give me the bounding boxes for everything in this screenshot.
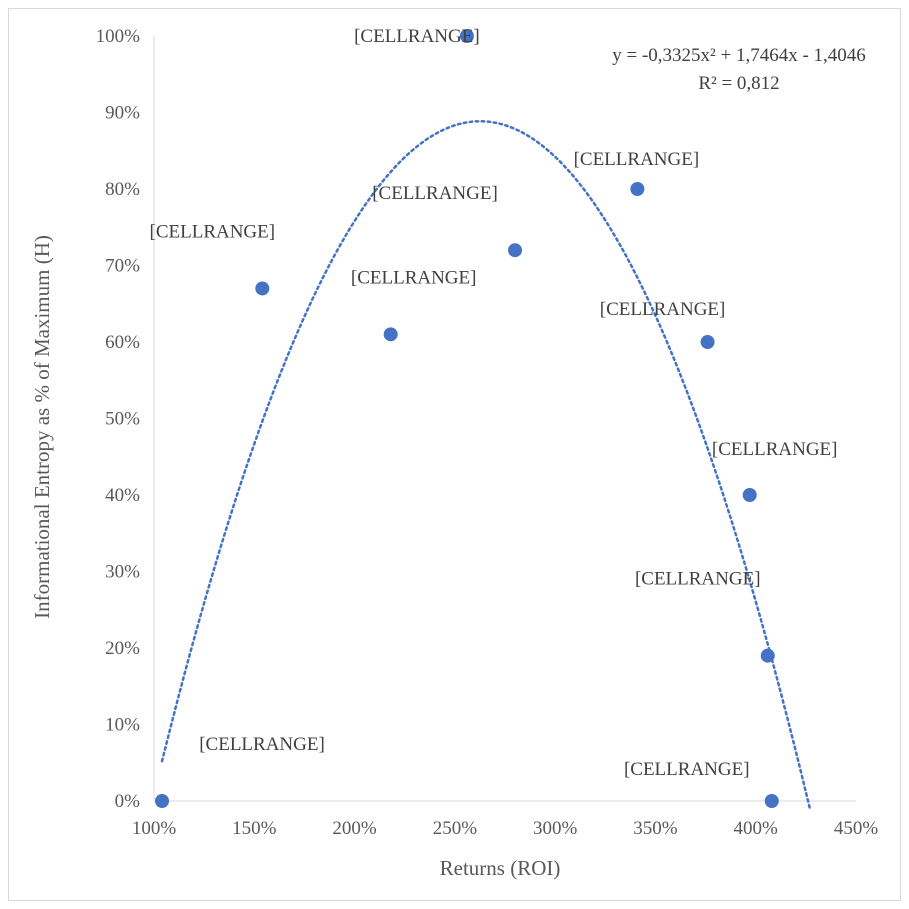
data-label: [CELLRANGE] [624, 759, 750, 780]
x-tick-label: 150% [232, 818, 277, 839]
data-point [255, 281, 270, 296]
y-tick-labels: 0% 10% 20% 30% 40% 50% 60% 70% 80% 90% 100% [96, 26, 141, 812]
y-tick-label: 80% [105, 179, 140, 200]
data-label: [CELLRANGE] [712, 439, 838, 460]
chart-area: 0% 10% 20% 30% 40% 50% 60% 70% 80% 90% 100% 100% 15… [8, 8, 901, 901]
trendline-r-squared: R² = 0,812 [698, 73, 779, 94]
x-tick-label: 450% [834, 818, 879, 839]
data-label: [CELLRANGE] [635, 569, 761, 590]
data-label: [CELLRANGE] [600, 299, 726, 320]
data-label: [CELLRANGE] [372, 183, 498, 204]
y-tick-label: 50% [105, 409, 140, 430]
data-label: [CELLRANGE] [351, 267, 477, 288]
x-tick-label: 400% [734, 818, 779, 839]
data-point [383, 327, 398, 342]
x-tick-label: 350% [633, 818, 678, 839]
data-labels: [CELLRANGE] [CELLRANGE] [CELLRANGE] [CELLRA… [150, 26, 838, 780]
x-tick-labels: 100% 150% 200% 250% 300% 350% 400% 450% [132, 818, 879, 839]
data-points [155, 29, 779, 808]
x-tick-label: 200% [332, 818, 377, 839]
y-axis-title: Informational Entropy as % of Maximum (H… [30, 235, 54, 619]
data-point [155, 794, 170, 808]
y-tick-label: 10% [105, 715, 140, 736]
data-point [630, 182, 645, 196]
data-point [760, 648, 775, 663]
x-tick-label: 250% [433, 818, 478, 839]
x-tick-label: 300% [533, 818, 578, 839]
x-axis-title: Returns (ROI) [440, 856, 561, 880]
y-tick-label: 70% [105, 256, 140, 277]
y-tick-label: 30% [105, 562, 140, 583]
y-tick-label: 0% [115, 791, 141, 812]
y-tick-label: 40% [105, 485, 140, 506]
data-point [459, 29, 474, 43]
trendline-path [160, 119, 812, 810]
trendline [160, 119, 812, 810]
data-point [764, 794, 779, 808]
y-tick-label: 90% [105, 103, 140, 124]
y-tick-label: 20% [105, 638, 140, 659]
data-label: [CELLRANGE] [150, 221, 276, 242]
y-tick-label: 60% [105, 332, 140, 353]
x-tick-label: 100% [132, 818, 177, 839]
data-point [508, 243, 523, 258]
trendline-equation: y = -0,3325x² + 1,7464x - 1,4046 [612, 45, 866, 66]
scatter-chart: 0% 10% 20% 30% 40% 50% 60% 70% 80% 90% 100% 100% 15… [30, 26, 879, 880]
data-label: [CELLRANGE] [574, 149, 700, 170]
data-point [700, 335, 715, 349]
data-label: [CELLRANGE] [354, 26, 480, 47]
data-label: [CELLRANGE] [199, 734, 325, 755]
data-point [742, 488, 757, 502]
y-tick-label: 100% [96, 26, 141, 47]
